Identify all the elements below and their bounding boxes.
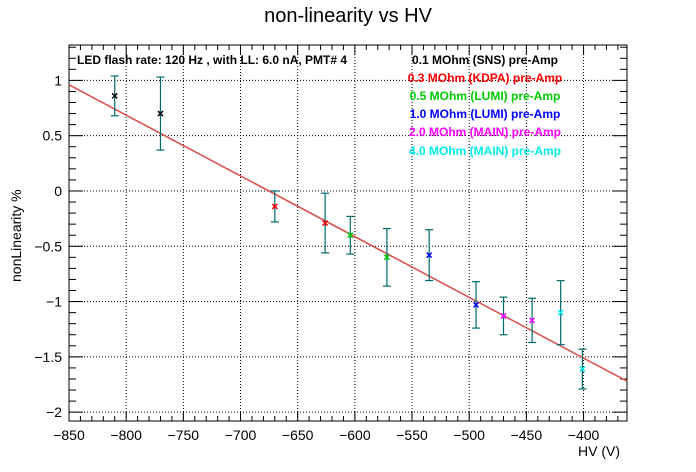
x-tick-label: −450 bbox=[511, 427, 543, 443]
point-marker bbox=[157, 110, 164, 117]
data-point bbox=[499, 296, 508, 336]
y-axis-ticks: −2 −1.5 −1 −0.5 0 0.5 1 bbox=[34, 46, 627, 420]
y-tick-label: −0.5 bbox=[34, 238, 62, 254]
point-marker bbox=[426, 252, 433, 259]
y-tick-label: 0 bbox=[54, 183, 62, 199]
data-point bbox=[321, 192, 330, 254]
x-tick-label: −600 bbox=[339, 427, 371, 443]
data-point bbox=[270, 190, 279, 223]
legend-entry: 4.0 MOhm (MAIN) pre-Amp bbox=[409, 144, 561, 158]
point-marker bbox=[111, 92, 118, 99]
x-axis-label: HV (V) bbox=[578, 443, 620, 459]
legend-entry: 1.0 MOhm (LUMI) pre-Amp bbox=[410, 107, 561, 121]
data-point bbox=[382, 227, 391, 287]
x-axis-ticks: −850 −800 −750 −700 −650 −600 −550 −500 −450 −400 bbox=[53, 45, 619, 443]
y-tick-label: −1 bbox=[46, 294, 62, 310]
point-marker bbox=[473, 301, 480, 308]
y-tick-label: 1 bbox=[54, 72, 62, 88]
point-marker bbox=[383, 254, 390, 261]
point-marker bbox=[500, 312, 507, 319]
data-points bbox=[110, 75, 587, 390]
x-tick-label: −550 bbox=[396, 427, 428, 443]
x-tick-label: −400 bbox=[568, 427, 600, 443]
legend-entry: 0.3 MOhm (KDPA) pre-Amp bbox=[408, 71, 562, 85]
point-marker bbox=[529, 317, 536, 324]
data-point bbox=[156, 76, 165, 151]
point-marker bbox=[557, 309, 564, 316]
y-axis-label: nonLinearity % bbox=[8, 189, 24, 282]
point-marker bbox=[579, 365, 586, 373]
x-tick-label: −500 bbox=[453, 427, 485, 443]
point-marker bbox=[347, 232, 354, 239]
x-tick-label: −650 bbox=[282, 427, 314, 443]
data-point bbox=[578, 348, 587, 390]
plot-frame bbox=[68, 44, 628, 422]
data-point bbox=[472, 281, 481, 329]
data-point bbox=[556, 279, 565, 346]
legend-entry: 0.1 MOhm (SNS) pre-Amp bbox=[412, 53, 558, 67]
x-tick-label: −750 bbox=[168, 427, 200, 443]
grid-lines bbox=[69, 45, 627, 421]
y-tick-label: −1.5 bbox=[34, 349, 62, 365]
x-tick-label: −700 bbox=[225, 427, 257, 443]
legend-entry: 0.5 MOhm (LUMI) pre-Amp bbox=[410, 89, 561, 103]
data-point bbox=[528, 297, 537, 344]
data-point bbox=[346, 215, 355, 255]
x-tick-label: −800 bbox=[110, 427, 142, 443]
legend-entry: 2.0 MOhm (MAIN) pre-Amp bbox=[409, 125, 561, 139]
point-marker bbox=[271, 203, 278, 210]
x-tick-label: −850 bbox=[53, 427, 85, 443]
chart-title: non-linearity vs HV bbox=[264, 5, 433, 27]
legend: 0.1 MOhm (SNS) pre-Amp 0.3 MOhm (KDPA) pr… bbox=[408, 53, 562, 158]
data-point bbox=[110, 75, 119, 117]
y-tick-label: 0.5 bbox=[43, 128, 63, 144]
point-marker bbox=[322, 220, 329, 227]
data-point bbox=[425, 229, 434, 282]
chart-annotation: LED flash rate: 120 Hz , with LL: 6.0 nA… bbox=[77, 53, 347, 67]
y-tick-label: −2 bbox=[46, 404, 62, 420]
